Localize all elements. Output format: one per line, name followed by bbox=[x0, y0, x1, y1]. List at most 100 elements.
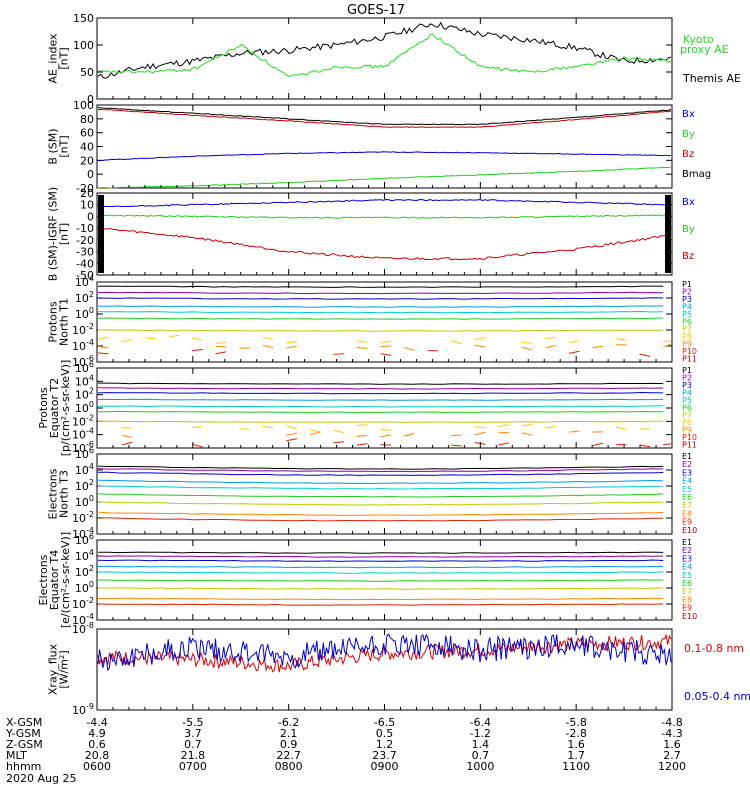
xaxis-value: 0.5 bbox=[376, 727, 394, 740]
panel-bigrf-ytick-label: -20 bbox=[76, 234, 94, 247]
legend-pe-p10: P10 bbox=[682, 433, 697, 442]
xaxis-value: 1.7 bbox=[567, 749, 585, 762]
panel-bsm-series bbox=[97, 106, 672, 189]
panel-ee-ylabel: Equator T4 bbox=[48, 550, 61, 610]
xaxis-value: 1.2 bbox=[376, 738, 394, 751]
xaxis-value: 21.8 bbox=[181, 749, 206, 762]
dash-pe-p9 bbox=[286, 432, 297, 436]
panel-bsm-ytick-label: 0 bbox=[87, 168, 94, 181]
dash-pn-p10 bbox=[639, 353, 651, 357]
line-en-e6 bbox=[97, 493, 664, 498]
dash-pn-p9 bbox=[662, 343, 672, 348]
dash-pn-p8 bbox=[168, 334, 180, 338]
dash-pe-p8 bbox=[545, 425, 556, 429]
dash-pe-p9 bbox=[403, 433, 415, 437]
chart-title: GOES-17 bbox=[347, 3, 405, 18]
legend-pn-p2: P2 bbox=[682, 287, 692, 296]
panel-ae-ytick-label: 150 bbox=[73, 12, 94, 25]
panel-pe-ytick-label: 10-2 bbox=[72, 413, 94, 428]
dash-pn-p9 bbox=[403, 347, 415, 351]
panel-ae-ytick-label: 100 bbox=[73, 39, 94, 52]
xaxis-value: 0900 bbox=[371, 760, 399, 773]
xaxis-value: 0.7 bbox=[184, 738, 202, 751]
panel-en-ytick-label: 102 bbox=[75, 478, 94, 493]
panel-pe-ylabel: [p/(cm²-s-sr-keV)] bbox=[59, 360, 72, 457]
line-ee-e1 bbox=[98, 551, 664, 554]
dash-pe-p8 bbox=[286, 425, 297, 430]
panel-bsm-ylabel: B (SM) bbox=[47, 128, 60, 164]
line-pn-p5 bbox=[97, 310, 664, 314]
dash-pe-p9 bbox=[121, 434, 133, 438]
xaxis-row-label: Z-GSM bbox=[6, 738, 43, 751]
legend-kyoto: Kyoto bbox=[683, 33, 714, 46]
dash-pe-p10 bbox=[592, 442, 604, 447]
panel-bsm-ytick-label: 80 bbox=[80, 113, 94, 126]
xaxis-row-label: X-GSM bbox=[6, 716, 42, 729]
legend-bsm-bmag: Bmag bbox=[682, 169, 711, 180]
panel-en-ytick-label: 104 bbox=[75, 462, 94, 477]
legend-pn-p5: P5 bbox=[682, 310, 692, 319]
legend-themis-ae: Themis AE bbox=[682, 72, 741, 85]
panel-ee-ytick-label: 106 bbox=[75, 532, 94, 547]
legend-en-e5: E5 bbox=[682, 485, 692, 494]
dash-pe-p8 bbox=[262, 426, 274, 429]
legend-ee-e3: E3 bbox=[682, 554, 692, 563]
dash-pe-p8 bbox=[615, 426, 627, 430]
dash-pn-p10 bbox=[333, 353, 344, 355]
line-ee-e2 bbox=[97, 555, 664, 558]
dash-pn-p9 bbox=[380, 345, 392, 348]
panel-ae-ylabel: AE_index bbox=[47, 33, 60, 84]
xaxis-value: 0.9 bbox=[280, 738, 298, 751]
panel-bsm-ytick-label: 40 bbox=[80, 141, 94, 154]
xaxis-value: 20.8 bbox=[85, 749, 110, 762]
line-en-e3 bbox=[98, 471, 664, 477]
line-en-e9 bbox=[97, 517, 664, 522]
legend-pn-p11: P11 bbox=[682, 355, 697, 364]
panel-xray-ytick-label: 10-8 bbox=[72, 621, 94, 636]
dash-pn-p9 bbox=[215, 345, 227, 348]
panel-xray-ylabel: Xray_flux bbox=[47, 643, 60, 695]
dash-pn-p8 bbox=[474, 336, 486, 341]
legend-ee-e4: E4 bbox=[682, 563, 692, 572]
dash-pe-p8 bbox=[498, 424, 509, 428]
line-bsm-bx bbox=[97, 151, 672, 162]
xray-line-long bbox=[97, 633, 672, 672]
xaxis-value: -6.5 bbox=[374, 716, 395, 729]
legend-bigrf-by: By bbox=[682, 224, 695, 235]
dash-pn-p8 bbox=[215, 341, 227, 344]
legend-pe-p4: P4 bbox=[682, 388, 692, 397]
line-ee-e5 bbox=[97, 571, 664, 574]
panel-bsm-ytick-label: 60 bbox=[80, 127, 94, 140]
line-en-e1 bbox=[97, 465, 664, 470]
xaxis-value: -6.2 bbox=[278, 716, 299, 729]
panel-pn-ytick-label: 102 bbox=[75, 290, 94, 305]
panel-en-ytick-label: 100 bbox=[75, 494, 94, 509]
line-pe-p5 bbox=[97, 405, 664, 408]
line-pe-p6 bbox=[98, 410, 664, 414]
legend-ee-e6: E6 bbox=[682, 579, 692, 588]
legend-pn-p3: P3 bbox=[682, 295, 692, 304]
dash-pe-p9 bbox=[568, 430, 580, 433]
xaxis-value: 1.4 bbox=[472, 738, 490, 751]
line-bsm-by bbox=[97, 166, 672, 189]
panel-pn-ytick-label: 10-2 bbox=[72, 322, 94, 337]
panel-ee-ylabel: [e/(cm²-s-sr-keV)] bbox=[59, 532, 72, 628]
dash-pn-p8 bbox=[192, 337, 203, 341]
dash-pe-p8 bbox=[380, 428, 392, 431]
legend-ee-e8: E8 bbox=[682, 595, 692, 604]
panel-en-ylabel: North T3 bbox=[58, 470, 71, 518]
xaxis-value: 23.7 bbox=[372, 749, 397, 762]
panel-pe-ytick-label: 104 bbox=[75, 373, 94, 388]
line-pe-p4 bbox=[97, 398, 664, 401]
line-pe-p3 bbox=[97, 391, 664, 395]
line-pe-p1 bbox=[98, 382, 664, 385]
dash-pe-p8 bbox=[239, 428, 250, 430]
panel-en-series bbox=[97, 465, 664, 522]
panel-bigrf-ylabel: [nT] bbox=[58, 223, 71, 245]
panel-pe-ytick-label: 100 bbox=[75, 400, 94, 415]
line-pn-p7 bbox=[97, 329, 664, 332]
dash-pe-p8 bbox=[521, 423, 533, 427]
panel-pe-ytick-label: 10-4 bbox=[72, 427, 94, 442]
dash-pn-p10 bbox=[380, 353, 392, 356]
